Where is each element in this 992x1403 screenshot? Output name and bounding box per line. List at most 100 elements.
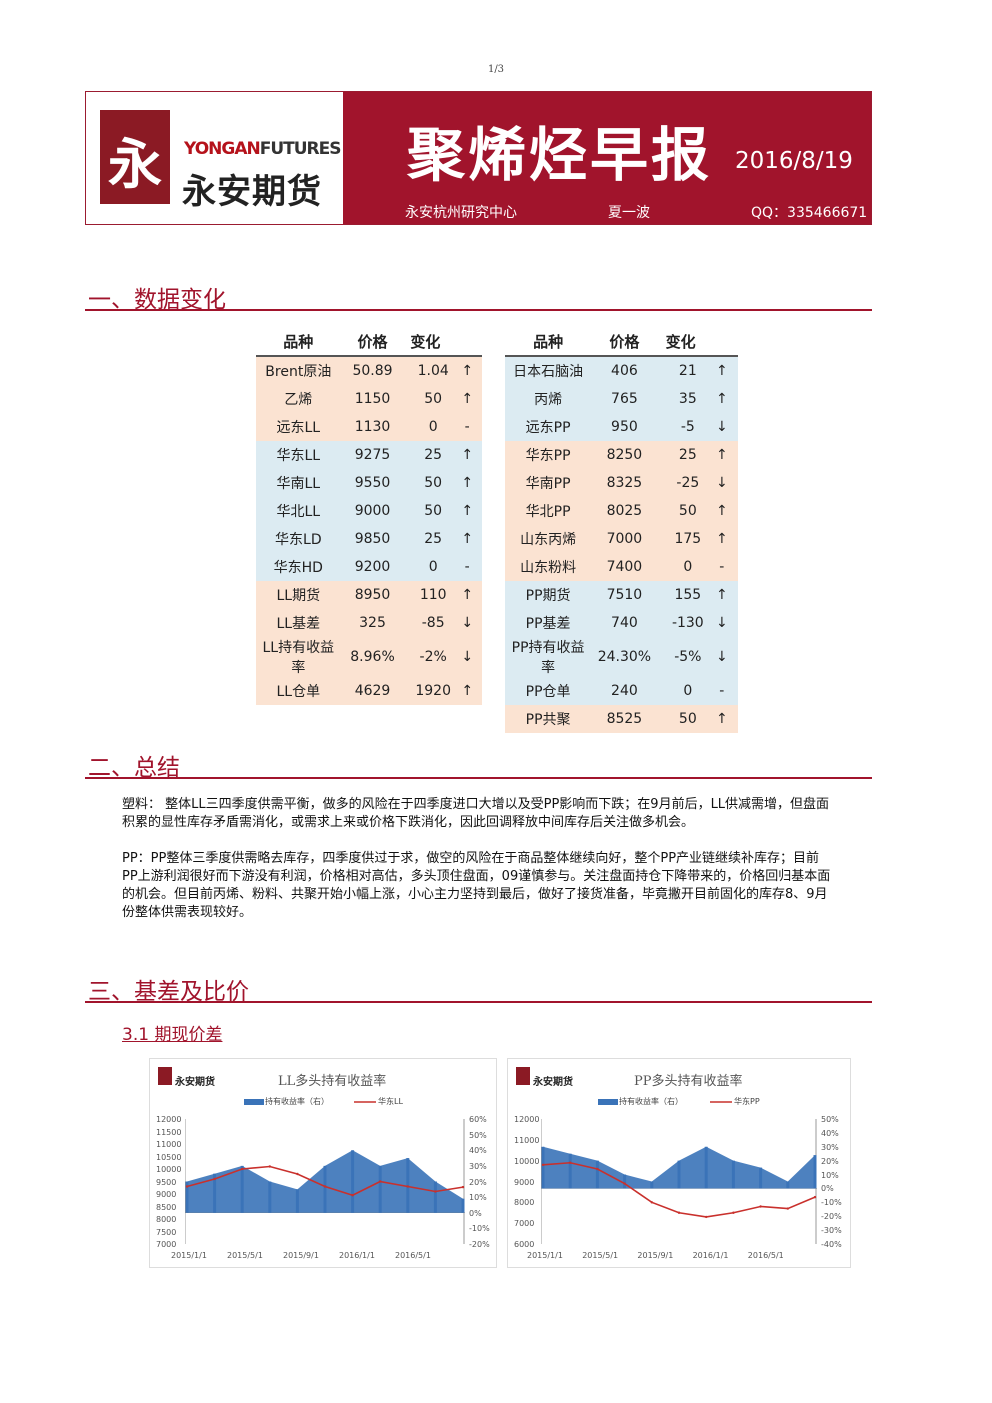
row-change: 35 [678, 391, 697, 407]
row-change: -5% [674, 649, 702, 665]
row-arrow-icon: ↑ [461, 587, 474, 603]
table-row: 山东丙烯 7000 175 ↑ [505, 525, 738, 553]
table-row: 华东LD 9850 25 ↑ [256, 525, 482, 553]
row-arrow-icon: - [719, 559, 725, 575]
table-row: LL基差 325 -85 ↓ [256, 609, 482, 637]
yield-bar [704, 1146, 708, 1189]
price-point [461, 1185, 465, 1189]
row-change: 175 [674, 531, 702, 547]
section-heading-basis: 三、基差及比价 [88, 979, 249, 1005]
row-name: 华北PP [525, 504, 571, 520]
row-arrow-icon: ↓ [715, 419, 728, 435]
right-tick-label: 0% [469, 1208, 482, 1218]
section-rule [85, 1001, 872, 1003]
chart-title: PP多头持有收益率 [634, 1074, 743, 1089]
row-price: 240 [611, 683, 638, 699]
chart-legend [244, 1099, 376, 1105]
row-change-cell: 21 ↑ [658, 356, 738, 385]
left-tick-label: 12000 [514, 1115, 540, 1124]
row-name: LL仓单 [276, 684, 321, 700]
price-point [813, 1195, 817, 1199]
left-tick-label: 8500 [156, 1202, 177, 1212]
row-name: LL期货 [276, 588, 321, 604]
yield-bar [461, 1198, 465, 1213]
yield-bar [268, 1181, 272, 1213]
left-tick-label: 10000 [514, 1156, 540, 1166]
yield-bar [759, 1167, 763, 1189]
row-price: 950 [611, 419, 638, 435]
table-row: 华东LL 9275 25 ↑ [256, 441, 482, 469]
row-arrow-icon: ↓ [715, 475, 728, 491]
right-tick-label: 30% [469, 1161, 487, 1171]
row-name: PP基差 [525, 616, 571, 632]
right-tick-label: 40% [469, 1146, 487, 1156]
row-price: 9850 [354, 531, 391, 547]
report-title: 聚烯烃早报 [407, 121, 713, 189]
row-arrow-icon: ↑ [715, 503, 728, 519]
table-row: 华东PP 8250 25 ↑ [505, 441, 738, 469]
row-price: 50.89 [352, 363, 393, 379]
left-tick-label: 9500 [156, 1177, 177, 1187]
table-row: 华北LL 9000 50 ↑ [256, 497, 482, 525]
right-tick-label: 20% [469, 1177, 487, 1187]
title-block: 聚烯烃早报 2016/8/19 永安杭州研究中心 夏一波 QQ：33546667… [343, 92, 871, 224]
logo-english: YONGANFUTURES [184, 139, 341, 159]
row-price: 406 [611, 363, 638, 379]
yield-bar [595, 1160, 599, 1189]
yield-bar [351, 1150, 355, 1213]
x-tick-label: 2015/1/1 [527, 1251, 563, 1260]
row-name: 华东LL [276, 448, 321, 464]
table-row: 华南PP 8325 -25 ↓ [505, 469, 738, 497]
right-tick-label: 40% [821, 1128, 839, 1138]
price-point [241, 1167, 244, 1171]
row-name: 日本石脑油 [513, 364, 584, 380]
row-change-cell: 1.04 ↑ [404, 356, 482, 385]
yield-bar [378, 1165, 382, 1213]
row-name: 山东粉料 [520, 560, 577, 576]
row-price: 8950 [354, 587, 391, 603]
legend-label-line: 华东PP [734, 1097, 760, 1106]
row-arrow-icon: ↑ [461, 475, 474, 491]
right-tick-label: 50% [821, 1115, 839, 1124]
row-name: 远东PP [525, 420, 571, 436]
row-change: 1.04 [417, 363, 449, 379]
chart-legend [598, 1099, 732, 1105]
section-heading-data: 一、数据变化 [88, 287, 226, 313]
table-row: 华东HD 9200 0- [256, 553, 482, 581]
row-arrow-icon: ↓ [715, 649, 728, 665]
yield-bar [185, 1181, 189, 1213]
left-tick-label: 10500 [156, 1152, 182, 1162]
col-header-price: 价格 [591, 327, 658, 357]
price-point [650, 1201, 653, 1204]
section-rule [85, 777, 872, 779]
right-tick-label: -40% [821, 1240, 842, 1249]
x-tick-label: 2016/5/1 [395, 1251, 431, 1260]
yield-bar [295, 1189, 299, 1213]
table-row: 远东LL 1130 0- [256, 413, 482, 441]
section-heading-summary: 二、总结 [88, 755, 180, 781]
row-arrow-icon: ↑ [461, 531, 474, 547]
chart-plot [185, 1119, 465, 1244]
yield-bar [786, 1181, 790, 1189]
right-tick-label: -20% [469, 1240, 490, 1249]
price-point [569, 1161, 572, 1164]
row-price: 8250 [606, 447, 643, 463]
row-change-cell: 25 ↑ [404, 525, 482, 553]
price-point [268, 1165, 271, 1168]
row-price: 7510 [606, 587, 643, 603]
row-change: 25 [424, 531, 443, 547]
row-change-cell: 35 ↑ [658, 385, 738, 413]
legend-bar-swatch [244, 1099, 264, 1105]
row-name: 华东HD [273, 560, 323, 576]
table-row: PP期货 7510 155 ↑ [505, 581, 738, 609]
col-header-change: 变化 [657, 327, 738, 357]
row-arrow-icon: - [464, 419, 470, 435]
row-change: -2% [419, 649, 447, 665]
price-point [732, 1211, 735, 1214]
right-tick-label: -20% [821, 1212, 842, 1222]
row-arrow-icon: ↓ [461, 649, 474, 665]
row-price: 7400 [606, 559, 643, 575]
price-point [759, 1205, 762, 1208]
row-arrow-icon: ↓ [715, 615, 728, 631]
left-tick-label: 8000 [156, 1215, 177, 1224]
